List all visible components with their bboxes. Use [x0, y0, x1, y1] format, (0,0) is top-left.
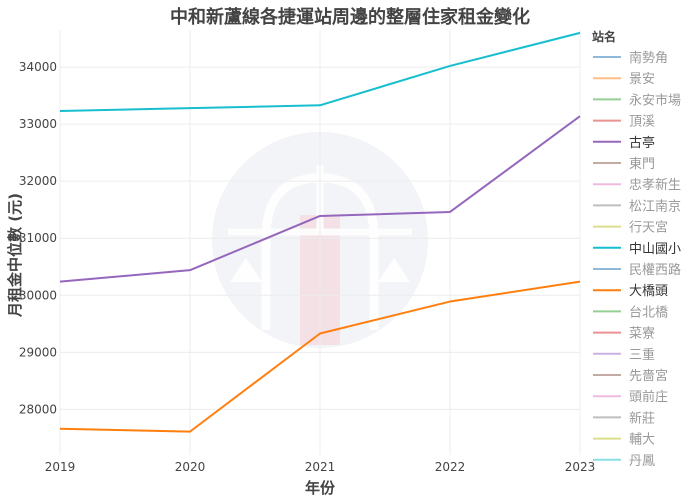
x-tick-label: 2019: [45, 460, 76, 474]
legend-item-label: 永安市場: [629, 92, 681, 108]
grid-lines: [59, 30, 581, 455]
y-tick-label: 33000: [19, 117, 57, 131]
y-tick-label: 28000: [19, 402, 57, 416]
legend-item-label: 三重: [629, 347, 655, 363]
legend-item-label: 新莊: [629, 410, 655, 426]
legend-item-label: 丹鳳: [629, 454, 655, 469]
series-line: [59, 115, 581, 283]
y-tick-label: 30000: [19, 288, 57, 302]
legend-item-label: 中山國小: [629, 242, 681, 257]
series-layer: [59, 31, 581, 433]
legend: 站名 南勢角景安永安市場頂溪古亭東門忠孝新生松江南京行天宮中山國小民權西路大橋頭…: [592, 29, 681, 469]
legend-item-label: 民權西路: [629, 262, 681, 278]
legend-item-label: 景安: [629, 72, 655, 87]
legend-item-label: 南勢角: [629, 50, 668, 66]
x-tick-label: 2020: [175, 460, 206, 474]
legend-item-label: 行天宮: [629, 220, 668, 236]
chart-title: 中和新蘆線各捷運站周邊的整層住家租金變化: [170, 6, 530, 28]
legend-item-label: 台北橋: [629, 305, 668, 320]
y-tick-label: 32000: [19, 174, 57, 188]
y-axis: 28000 29000 30000 31000 32000 33000 34000: [19, 60, 57, 416]
y-tick-label: 34000: [19, 60, 57, 74]
x-axis: 2019 2020 2021 2022 2023: [45, 460, 596, 474]
legend-item-label: 頭前庄: [629, 389, 668, 405]
series-line: [59, 280, 581, 433]
legend-title: 站名: [592, 29, 616, 44]
legend-item-label: 古亭: [629, 135, 655, 151]
legend-item-label: 忠孝新生: [629, 177, 681, 193]
legend-item-label: 頂溪: [629, 115, 655, 130]
x-axis-title: 年份: [305, 479, 336, 497]
y-axis-title: 月租金中位數 (元): [6, 193, 24, 318]
y-tick-label: 29000: [19, 345, 57, 359]
legend-item-label: 東門: [629, 156, 655, 172]
y-tick-label: 31000: [19, 231, 57, 245]
legend-item-label: 松江南京: [629, 198, 681, 214]
legend-item-label: 輔大: [629, 433, 655, 448]
legend-item-label: 大橋頭: [629, 284, 668, 299]
legend-item-label: 先嗇宮: [629, 368, 668, 384]
x-tick-label: 2021: [305, 460, 336, 474]
watermark-scale-right: [378, 258, 410, 282]
watermark-scale-left: [230, 258, 262, 282]
x-tick-label: 2023: [565, 460, 596, 474]
x-tick-label: 2022: [435, 460, 466, 474]
series-line: [59, 31, 581, 113]
legend-item-label: 菜寮: [629, 326, 655, 342]
